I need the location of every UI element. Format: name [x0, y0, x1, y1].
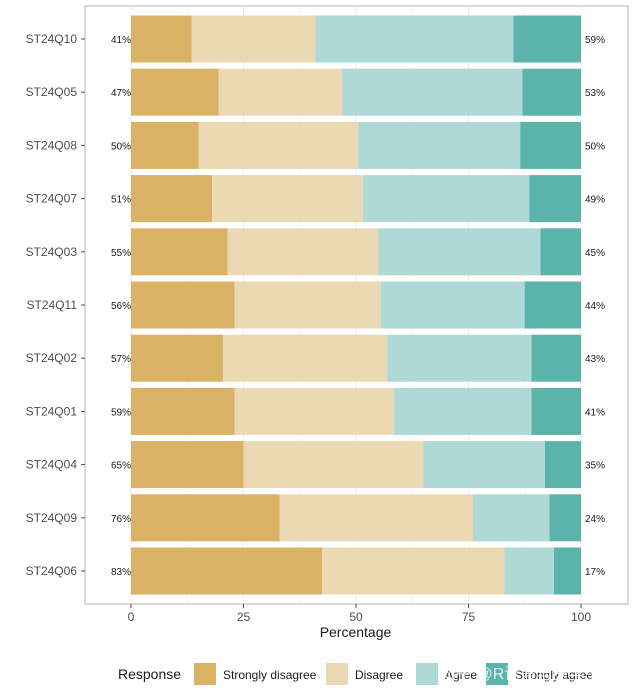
legend-swatch-strongly-agree — [486, 663, 508, 685]
left-percent-label: 50% — [111, 141, 131, 152]
right-percent-label: 43% — [585, 354, 605, 365]
y-tick-label: ST24Q05 — [26, 85, 78, 99]
bar-segment-st24q04-agree — [423, 441, 545, 489]
bar-segment-st24q01-disagree — [234, 387, 395, 435]
legend-title: Response — [118, 666, 181, 682]
bar-segment-st24q06-strongly-disagree — [131, 547, 323, 595]
bar-segment-st24q02-strongly-agree — [531, 334, 581, 382]
bar-segment-st24q02-agree — [387, 334, 532, 382]
bar-segment-st24q03-disagree — [227, 228, 379, 276]
bar-segment-st24q07-strongly-disagree — [131, 175, 212, 223]
bar-segment-st24q02-strongly-disagree — [131, 334, 224, 382]
bar-segment-st24q07-agree — [362, 175, 530, 223]
bar-segment-st24q01-agree — [394, 387, 532, 435]
bar-segment-st24q11-agree — [380, 281, 525, 329]
bar-segment-st24q04-disagree — [243, 441, 424, 489]
y-tick-label: ST24Q06 — [26, 564, 78, 578]
legend-label: Disagree — [355, 668, 403, 682]
y-tick-label: ST24Q10 — [26, 32, 78, 46]
legend-swatch-disagree — [326, 663, 348, 685]
bar-segment-st24q05-disagree — [218, 68, 343, 116]
right-percent-label: 35% — [585, 461, 605, 472]
right-percent-label: 44% — [585, 301, 605, 312]
bar-segment-st24q11-strongly-disagree — [131, 281, 235, 329]
right-percent-label: 45% — [585, 248, 605, 259]
bar-segment-st24q09-agree — [473, 494, 550, 542]
y-tick-label: ST24Q07 — [26, 192, 78, 206]
bar-segment-st24q01-strongly-agree — [531, 387, 581, 435]
left-percent-label: 47% — [111, 88, 131, 99]
y-tick-label: ST24Q01 — [26, 404, 78, 418]
left-percent-label: 56% — [111, 301, 131, 312]
bar-segment-st24q08-strongly-disagree — [131, 121, 199, 169]
bar-segment-st24q10-disagree — [191, 15, 316, 63]
bar-segment-st24q10-agree — [315, 15, 514, 63]
right-percent-label: 41% — [585, 407, 605, 418]
bar-segment-st24q03-strongly-disagree — [131, 228, 228, 276]
legend-swatch-agree — [416, 663, 438, 685]
bar-segment-st24q08-disagree — [198, 121, 359, 169]
bar-segment-st24q05-agree — [342, 68, 523, 116]
right-percent-label: 53% — [585, 88, 605, 99]
bar-segment-st24q11-disagree — [234, 281, 381, 329]
bar-segment-st24q08-agree — [358, 121, 521, 169]
x-axis-ticks: 0 25 50 75 100 — [128, 604, 591, 624]
legend-label: Strongly disagree — [223, 668, 317, 682]
x-tick-label: 0 — [128, 610, 135, 624]
bar-segment-st24q07-disagree — [212, 175, 363, 223]
watermark: 知乎 @R语言与医学生 — [440, 665, 600, 683]
bar-segment-st24q10-strongly-agree — [513, 15, 581, 63]
left-percent-label: 83% — [111, 567, 131, 578]
left-percent-label: 65% — [111, 461, 131, 472]
left-percent-label: 59% — [111, 407, 131, 418]
right-percent-label: 59% — [585, 35, 605, 46]
bar-segment-st24q09-strongly-disagree — [131, 494, 280, 542]
bar-segment-st24q06-strongly-agree — [554, 547, 581, 595]
bar-segment-st24q10-strongly-disagree — [131, 15, 192, 63]
bar-segment-st24q08-strongly-agree — [520, 121, 581, 169]
bar-segment-st24q05-strongly-disagree — [131, 68, 219, 116]
bar-segment-st24q06-agree — [504, 547, 554, 595]
x-tick-label: 75 — [462, 610, 476, 624]
legend-label: Strongly agree — [515, 668, 593, 682]
x-axis-title: Percentage — [320, 624, 392, 640]
right-percent-label: 49% — [585, 195, 605, 206]
left-percent-label: 55% — [111, 248, 131, 259]
x-tick-label: 25 — [237, 610, 251, 624]
left-percent-label: 41% — [111, 35, 131, 46]
bar-segment-st24q09-strongly-agree — [549, 494, 581, 542]
bars: 41% 59% 47% 53% 50% 50% 51% 49% 55% 45% 56% 44% 57% 4… — [111, 15, 605, 595]
left-percent-label: 76% — [111, 514, 131, 525]
x-tick-label: 50 — [349, 610, 363, 624]
legend-swatch-strongly-disagree — [194, 663, 216, 685]
legend-label: Agree — [445, 668, 477, 682]
x-tick-label: 100 — [571, 610, 591, 624]
y-tick-label: ST24Q08 — [26, 138, 78, 152]
bar-segment-st24q02-disagree — [223, 334, 388, 382]
bar-segment-st24q03-strongly-agree — [540, 228, 581, 276]
bar-segment-st24q04-strongly-agree — [545, 441, 581, 489]
legend: Response Strongly disagree Disagree Agree S… — [118, 663, 593, 685]
bar-segment-st24q03-agree — [378, 228, 541, 276]
y-tick-label: ST24Q11 — [27, 298, 78, 312]
bar-segment-st24q11-strongly-agree — [524, 281, 581, 329]
y-tick-label: ST24Q04 — [26, 458, 78, 472]
bar-segment-st24q07-strongly-agree — [529, 175, 581, 223]
bar-segment-st24q09-disagree — [279, 494, 473, 542]
bar-segment-st24q04-strongly-disagree — [131, 441, 244, 489]
y-axis-labels: ST24Q10 ST24Q05 ST24Q08 ST24Q07 ST24Q03 ST24Q… — [26, 32, 85, 578]
y-tick-label: ST24Q09 — [26, 511, 78, 525]
left-percent-label: 51% — [111, 195, 131, 206]
bar-segment-st24q05-strongly-agree — [522, 68, 581, 116]
y-tick-label: ST24Q03 — [26, 245, 78, 259]
right-percent-label: 17% — [585, 567, 605, 578]
y-tick-label: ST24Q02 — [26, 351, 78, 365]
bar-segment-st24q06-disagree — [322, 547, 505, 595]
right-percent-label: 50% — [585, 141, 605, 152]
left-percent-label: 57% — [111, 354, 131, 365]
bar-segment-st24q01-strongly-disagree — [131, 387, 235, 435]
right-percent-label: 24% — [585, 514, 605, 525]
